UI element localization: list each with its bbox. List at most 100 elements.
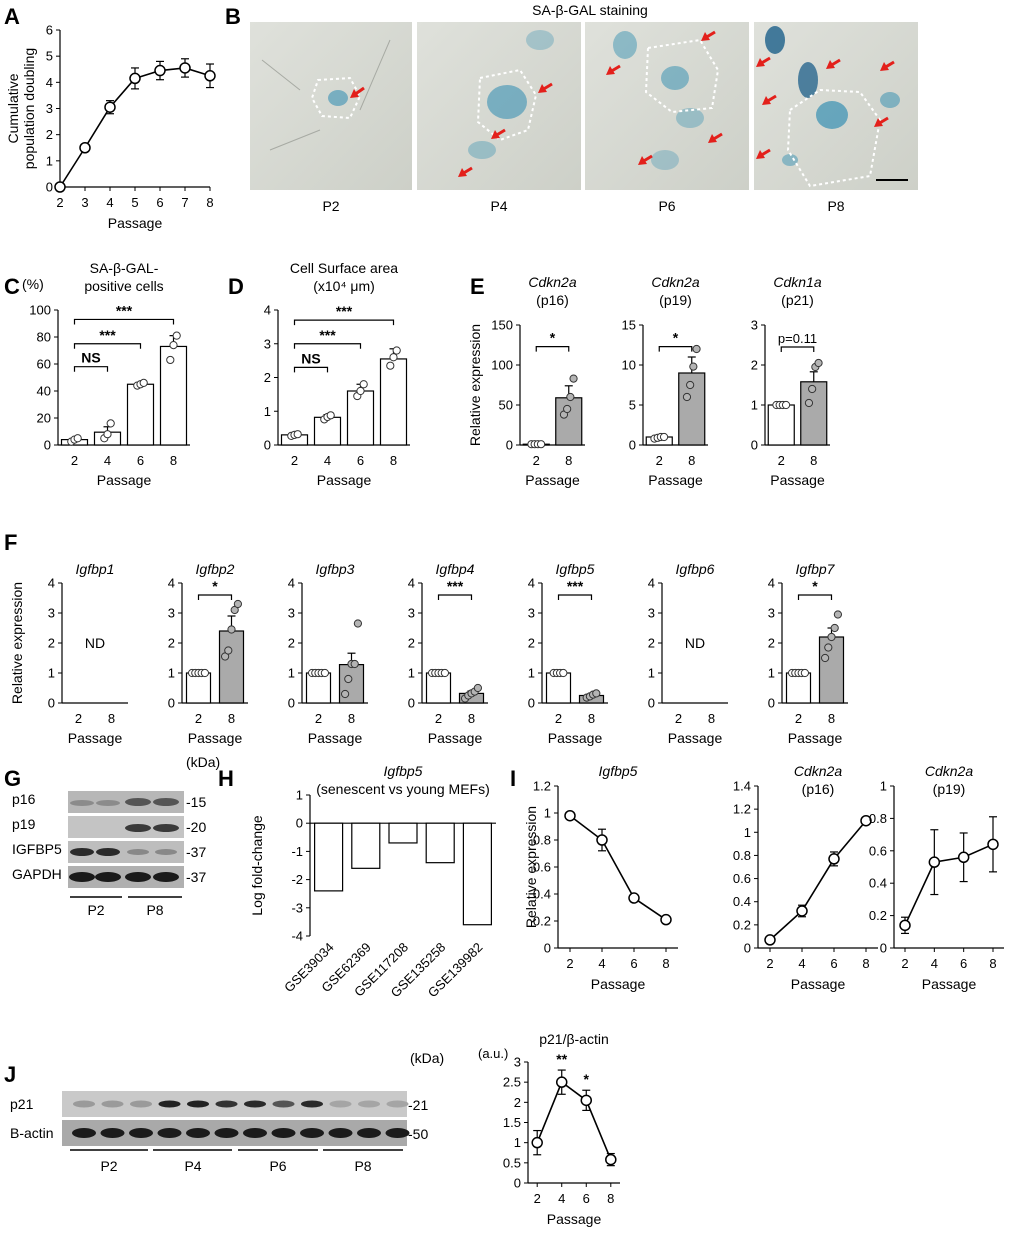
significance-label: ***	[447, 578, 464, 594]
x-axis-label: Passage	[108, 215, 163, 231]
x-tick-label: 4	[324, 453, 331, 468]
data-point	[824, 643, 833, 652]
x-axis-label: Passage	[525, 472, 580, 488]
data-point	[440, 668, 449, 678]
y-tick-label: 0	[44, 438, 51, 453]
y-tick-label: 0.6	[733, 871, 751, 886]
micrograph-p2	[250, 22, 412, 190]
y-tick-label: 2	[48, 636, 55, 651]
data-point	[659, 432, 669, 442]
significance-bracket	[437, 594, 473, 600]
x-tick-label: 2	[71, 453, 78, 468]
bar	[314, 822, 344, 892]
series-line	[536, 1080, 612, 1160]
y-tick-label: 0	[528, 696, 535, 711]
x-tick-label: 2	[435, 711, 442, 726]
data-point	[928, 856, 941, 868]
blot-band	[215, 1100, 238, 1108]
data-point	[320, 668, 329, 678]
data-point	[814, 358, 823, 368]
red-arrow-icon	[458, 166, 473, 177]
data-point	[169, 341, 178, 350]
y-tick-label: 4	[768, 576, 775, 591]
x-tick-label: 2	[291, 453, 298, 468]
blot-j-row-label: B-actin	[10, 1125, 54, 1141]
y-tick-label: 0.4	[733, 894, 751, 909]
blot-j-row-label: p21	[10, 1096, 34, 1112]
significance-label: *	[812, 578, 818, 594]
data-point	[686, 380, 695, 390]
y-tick-label: 1	[288, 666, 295, 681]
x-tick-label: 8	[588, 711, 595, 726]
chart-title: Igfbp5	[599, 763, 638, 779]
panel-label-j: J	[4, 1062, 16, 1087]
data-point	[800, 668, 810, 678]
significance-bracket	[797, 594, 833, 600]
panel-label-b: B	[225, 4, 241, 29]
significance-label: **	[556, 1051, 567, 1067]
chart-title: Igfbp1	[76, 561, 115, 577]
y-tick-label: 50	[499, 398, 513, 413]
y-tick-label: 40	[37, 384, 51, 399]
bar	[545, 672, 572, 704]
blot-band	[300, 1128, 324, 1138]
x-tick-label: 8	[708, 711, 715, 726]
y-tick-label: 4	[48, 576, 55, 591]
y-tick-label: 0.8	[733, 848, 751, 863]
micrograph-label-p2: P2	[322, 198, 339, 214]
blot-g-group: P8	[146, 902, 163, 918]
panel-label: F	[4, 530, 17, 555]
x-tick-label: 8	[108, 711, 115, 726]
y-tick-label: 2	[168, 636, 175, 651]
y-tick-label: 3	[46, 101, 53, 116]
panel-label: H	[218, 766, 234, 791]
data-point	[200, 668, 209, 678]
chart-title: Igfbp5	[384, 763, 423, 779]
panel-label: D	[228, 274, 244, 299]
blot-band	[130, 1100, 152, 1108]
x-tick-label: 2	[766, 956, 773, 971]
y-tick-label: 0	[168, 696, 175, 711]
data-point	[781, 400, 791, 410]
y-tick-label: 0	[48, 696, 55, 711]
data-point	[356, 386, 365, 396]
chart-title: (p19)	[933, 781, 966, 797]
chart-title: Cdkn2a	[794, 763, 842, 779]
data-point	[104, 101, 116, 113]
y-tick-label: 80	[37, 330, 51, 345]
blot-j-kda: -21	[408, 1097, 428, 1113]
y-tick-label: 0	[768, 696, 775, 711]
significance-bracket	[73, 343, 142, 349]
x-tick-label: 8	[206, 195, 213, 210]
x-tick-label: 2	[901, 956, 908, 971]
bar	[126, 383, 155, 446]
y-tick-label: 2	[264, 370, 271, 385]
data-point	[559, 668, 568, 678]
blot-band	[301, 1100, 323, 1108]
blot-g-unit: (kDa)	[186, 754, 220, 770]
blot-band	[329, 1100, 352, 1108]
significance-label: ***	[319, 327, 336, 343]
x-tick-label: 2	[56, 195, 63, 210]
y-tick-label: 4	[264, 303, 271, 318]
blot-band	[357, 1128, 381, 1138]
y-tick-label: 100	[491, 358, 513, 373]
cell-outline	[786, 88, 882, 188]
y-tick-label: 100	[29, 303, 51, 318]
y-tick-label: 0	[629, 438, 636, 453]
series-line	[904, 843, 994, 926]
data-point	[344, 674, 353, 684]
y-tick-label: 1.2	[733, 802, 751, 817]
blot-g-kda: -20	[186, 819, 206, 835]
data-point	[564, 809, 576, 822]
chart-j: p21/β-actin (a.u.) 0 0.5 1 1.5 2 2.5 3 2 4 6 8 Passag…	[478, 1031, 620, 1227]
data-point	[605, 1153, 617, 1166]
unit-label: (%)	[22, 276, 44, 292]
chart-e3: Cdkn1a (p21) 0 1 2 3 2 8 Passage p=0.11	[751, 274, 830, 488]
x-tick-label: 2	[795, 711, 802, 726]
data-point	[224, 646, 233, 655]
blot-g-row-label: p16	[12, 791, 36, 807]
x-tick-label: 8	[390, 453, 397, 468]
red-arrow-icon	[826, 58, 841, 69]
x-tick-label: 2	[315, 711, 322, 726]
